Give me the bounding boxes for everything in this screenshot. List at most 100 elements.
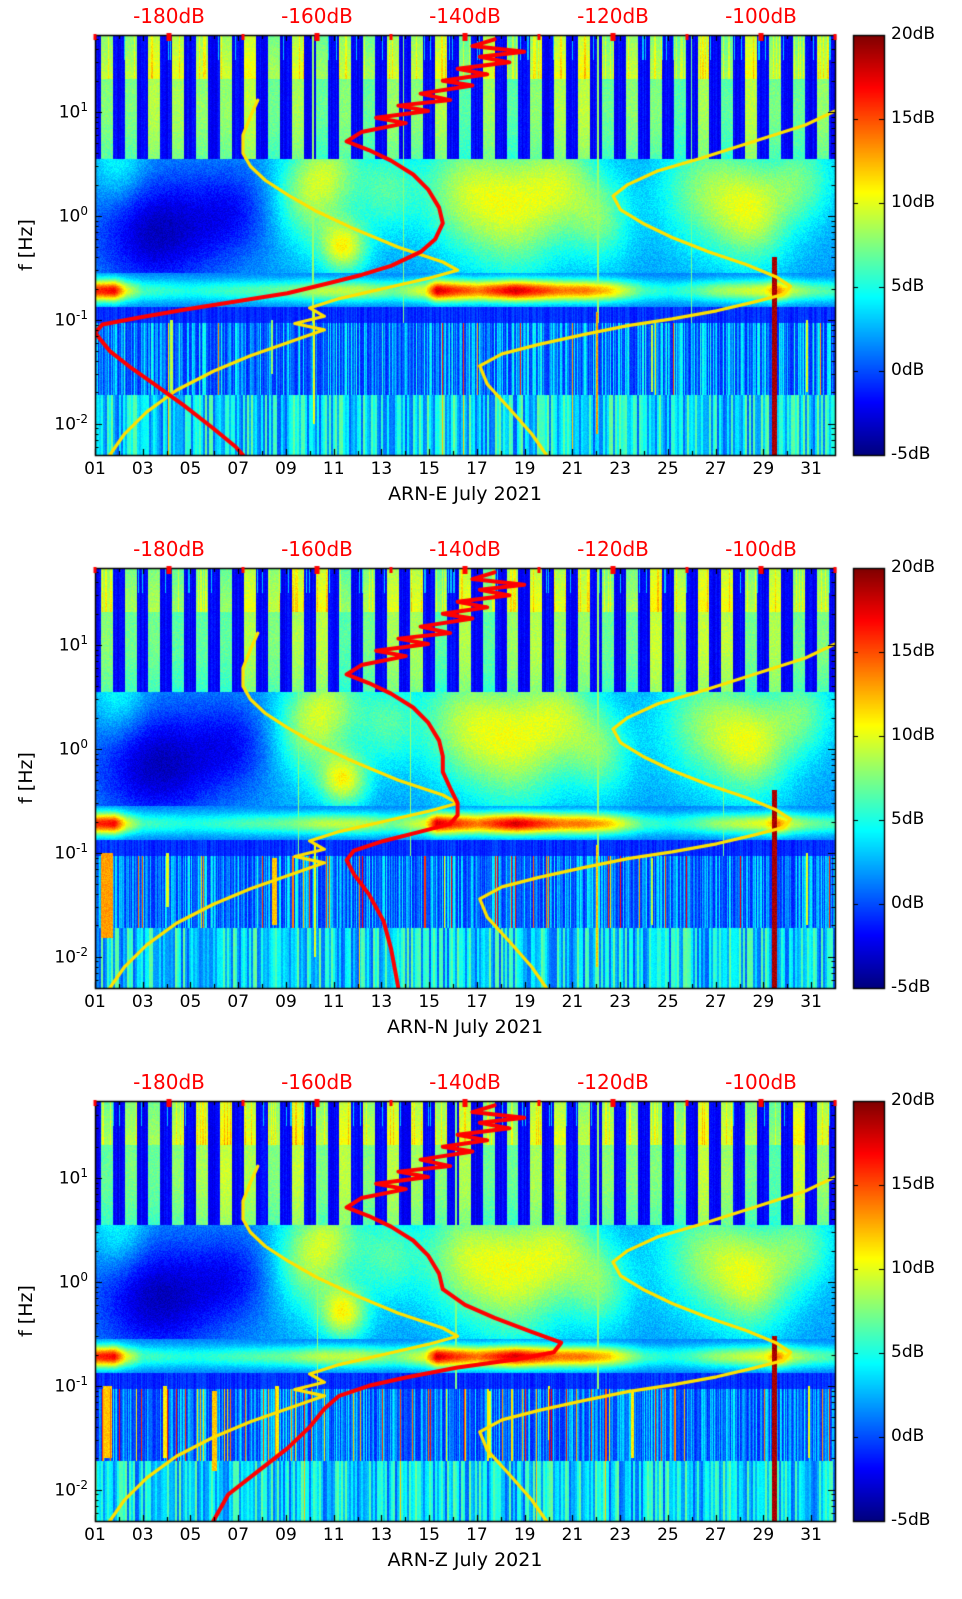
x-tick-label: 21 [561, 459, 584, 479]
colorbar-tick-label: 20dB [891, 557, 936, 578]
x-tick-label: 03 [131, 992, 154, 1012]
colorbar-tick-label: 10dB [891, 725, 936, 746]
y-tick-label: 101 [58, 632, 88, 656]
colorbar-tick-label: 5dB [891, 276, 925, 297]
top-axis-tick-label: -140dB [429, 1070, 501, 1094]
x-tick-label: 15 [418, 992, 441, 1012]
x-tick-label: 09 [275, 1525, 297, 1545]
x-tick-label: 29 [752, 459, 775, 479]
x-tick-label: 27 [704, 1525, 727, 1545]
x-tick-label: 13 [370, 992, 393, 1012]
x-tick-label: 03 [131, 459, 154, 479]
spectrogram-canvas-arn-e [0, 0, 962, 533]
top-axis-tick-label: -120dB [577, 537, 649, 561]
y-axis-label: f [Hz] [15, 752, 37, 804]
spectrogram-panel-arn-n: f [Hz] ARN-N July 2021 -180dB -160dB -140d… [0, 533, 962, 1066]
x-tick-label: 17 [466, 992, 488, 1012]
colorbar-tick-label: 10dB [891, 192, 936, 213]
spectrogram-canvas-arn-z [0, 1066, 962, 1599]
top-axis-tick-label: -120dB [577, 1070, 649, 1094]
spectrogram-canvas-arn-n [0, 533, 962, 1066]
x-tick-label: 31 [800, 992, 822, 1012]
y-tick-label: 100 [58, 203, 88, 227]
x-tick-label: 05 [179, 459, 202, 479]
x-tick-label: 13 [370, 1525, 393, 1545]
y-tick-label: 10-1 [54, 840, 88, 864]
top-axis-tick-label: -180dB [133, 1070, 205, 1094]
colorbar-tick-label: 20dB [891, 24, 936, 45]
x-tick-label: 11 [322, 459, 345, 479]
colorbar-tick-label: -5dB [891, 1510, 931, 1531]
y-axis-label: f [Hz] [15, 219, 37, 271]
x-tick-label: 05 [179, 1525, 202, 1545]
x-tick-label: 03 [131, 1525, 154, 1545]
x-tick-label: 17 [466, 459, 488, 479]
x-tick-label: 09 [275, 992, 297, 1012]
colorbar-tick-label: 15dB [891, 1174, 936, 1195]
top-axis-tick-label: -160dB [281, 1070, 353, 1094]
top-axis-tick-label: -160dB [281, 537, 353, 561]
x-tick-label: 07 [227, 992, 250, 1012]
colorbar-tick-label: 0dB [891, 893, 925, 914]
x-tick-label: 01 [84, 459, 106, 479]
colorbar-tick-label: -5dB [891, 977, 931, 998]
top-axis-tick-label: -140dB [429, 4, 501, 28]
colorbar-tick-label: 0dB [891, 1426, 925, 1447]
y-tick-label: 10-2 [54, 411, 88, 435]
x-tick-label: 19 [513, 992, 536, 1012]
colorbar-tick-label: 15dB [891, 108, 936, 129]
x-tick-label: 25 [657, 459, 679, 479]
x-tick-label: 19 [513, 459, 536, 479]
y-tick-label: 100 [58, 736, 88, 760]
x-tick-label: 31 [800, 459, 822, 479]
y-tick-label: 101 [58, 99, 88, 123]
top-axis-tick-label: -140dB [429, 537, 501, 561]
x-tick-label: 17 [466, 1525, 488, 1545]
colorbar-tick-label: 20dB [891, 1090, 936, 1111]
y-axis-label: f [Hz] [15, 1285, 37, 1337]
top-axis-tick-label: -100dB [725, 537, 797, 561]
x-axis-title: ARN-Z July 2021 [387, 1549, 543, 1571]
x-axis-title: ARN-N July 2021 [386, 1016, 544, 1038]
colorbar-tick-label: -5dB [891, 444, 931, 465]
colorbar-tick-label: 5dB [891, 1342, 925, 1363]
colorbar-tick-label: 10dB [891, 1258, 936, 1279]
x-tick-label: 27 [704, 459, 727, 479]
x-tick-label: 29 [752, 1525, 775, 1545]
y-tick-label: 10-2 [54, 944, 88, 968]
y-tick-label: 100 [58, 1269, 88, 1293]
x-tick-label: 05 [179, 992, 202, 1012]
x-tick-label: 11 [322, 992, 345, 1012]
x-tick-label: 07 [227, 459, 250, 479]
x-tick-label: 23 [609, 1525, 631, 1545]
colorbar-tick-label: 0dB [891, 360, 925, 381]
y-tick-label: 10-1 [54, 1373, 88, 1397]
x-tick-label: 13 [370, 459, 393, 479]
y-tick-label: 101 [58, 1165, 88, 1189]
x-tick-label: 19 [513, 1525, 536, 1545]
x-axis-title: ARN-E July 2021 [388, 483, 542, 505]
x-tick-label: 31 [800, 1525, 822, 1545]
x-tick-label: 23 [609, 459, 631, 479]
spectrogram-panel-arn-e: f [Hz] ARN-E July 2021 -180dB -160dB -140d… [0, 0, 962, 533]
x-tick-label: 29 [752, 992, 775, 1012]
x-tick-label: 27 [704, 992, 727, 1012]
y-tick-label: 10-1 [54, 307, 88, 331]
top-axis-tick-label: -100dB [725, 4, 797, 28]
x-tick-label: 09 [275, 459, 297, 479]
x-tick-label: 21 [561, 992, 584, 1012]
top-axis-tick-label: -100dB [725, 1070, 797, 1094]
x-tick-label: 15 [418, 459, 441, 479]
x-tick-label: 15 [418, 1525, 441, 1545]
x-tick-label: 21 [561, 1525, 584, 1545]
colorbar-tick-label: 15dB [891, 641, 936, 662]
y-tick-label: 10-2 [54, 1477, 88, 1501]
x-tick-label: 25 [657, 992, 679, 1012]
x-tick-label: 11 [322, 1525, 345, 1545]
x-tick-label: 25 [657, 1525, 679, 1545]
spectrogram-panel-arn-z: f [Hz] ARN-Z July 2021 -180dB -160dB -140d… [0, 1066, 962, 1599]
colorbar-tick-label: 5dB [891, 809, 925, 830]
top-axis-tick-label: -180dB [133, 537, 205, 561]
x-tick-label: 01 [84, 992, 106, 1012]
